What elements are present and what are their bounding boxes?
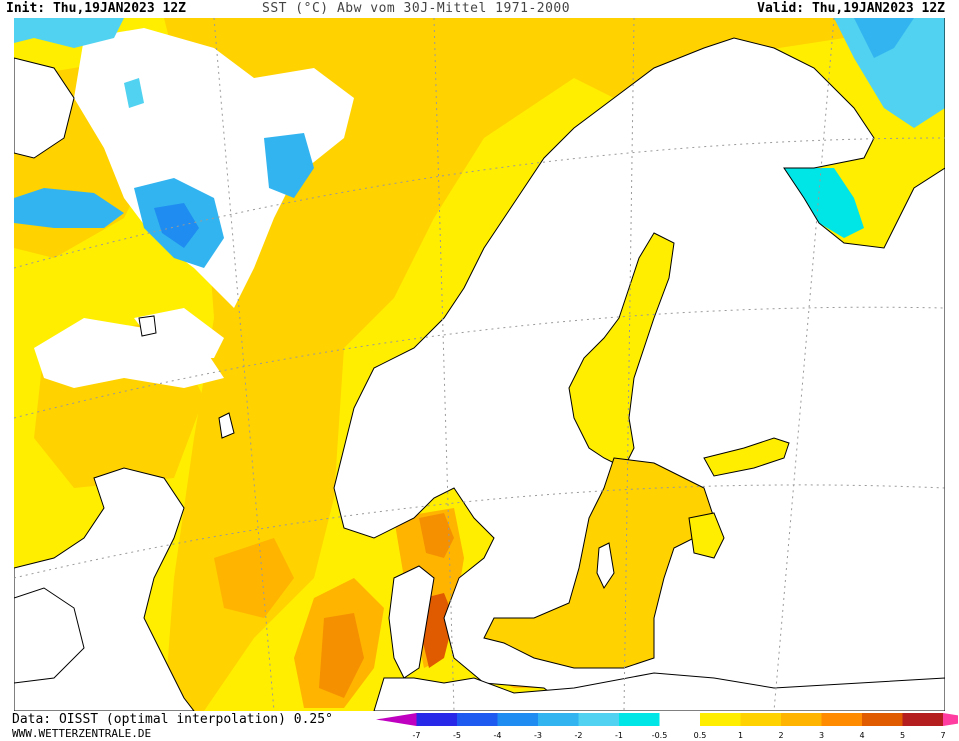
- legend-tick-label: 1: [738, 731, 743, 740]
- legend-tick-label: -2: [575, 731, 583, 740]
- cool-anomaly-barents-northwest: [14, 18, 124, 48]
- legend-swatch: [862, 713, 903, 726]
- legend-tick-label: -5: [453, 731, 461, 740]
- cool-anomaly-greenland-sea: [14, 188, 124, 228]
- data-source-label: Data: OISST (optimal interpolation) 0.25…: [12, 712, 333, 727]
- legend-tick-label: 7: [940, 731, 945, 740]
- land-iceland: [14, 57, 75, 159]
- legend-swatch: [416, 713, 457, 726]
- cool-anomaly-iceland-east-core: [154, 203, 199, 248]
- legend-swatch: [538, 713, 579, 726]
- island-shetland: [218, 412, 235, 439]
- legend-colorbar: -7 -5 -4 -3 -2 -1 -0.5 0.5 1 2 3 4 5 7: [376, 713, 958, 740]
- cool-anomaly-white-sea: [784, 168, 864, 238]
- cool-anomaly-jan-mayen: [264, 133, 314, 198]
- legend-swatch: [821, 713, 862, 726]
- legend-tick-label: 4: [859, 731, 864, 740]
- sea-gulf-of-riga: [688, 512, 725, 559]
- website-label: WWW.WETTERZENTRALE.DE: [12, 727, 152, 740]
- sea-gulf-of-finland: [703, 437, 790, 477]
- cool-anomaly-small-1: [124, 78, 144, 108]
- legend-tick-label: 5: [900, 731, 905, 740]
- legend-tick-label: -7: [413, 731, 421, 740]
- legend-swatch: [578, 713, 619, 726]
- legend-swatch: [619, 713, 660, 726]
- land-continent-south: [373, 672, 945, 711]
- legend-swatch: [781, 713, 822, 726]
- legend-tick-label: 2: [778, 731, 783, 740]
- init-time-label: Init: Thu,19JAN2023 12Z: [6, 1, 187, 16]
- land-scandinavia-finland-russia: [333, 18, 945, 711]
- land-denmark: [388, 565, 435, 679]
- anomaly-3-4-kattegat: [419, 513, 454, 558]
- sea-gulf-of-bothnia: [568, 232, 675, 469]
- legend-tick-label: -4: [494, 731, 502, 740]
- legend-swatch-arrow-low: [376, 713, 417, 726]
- island-gotland: [596, 542, 615, 590]
- island-faroe: [138, 315, 157, 337]
- map-title: SST (°C) Abw vom 30J-Mittel 1971-2000: [262, 1, 571, 16]
- near-normal-sea-mid2: [134, 308, 224, 358]
- legend-swatch: [457, 713, 498, 726]
- legend-swatch: [497, 713, 538, 726]
- land-ireland: [14, 587, 85, 684]
- legend-swatch: [740, 713, 781, 726]
- legend-swatch: [700, 713, 741, 726]
- anomaly-2-3-west: [214, 538, 294, 618]
- near-normal-sea-mid: [34, 318, 224, 388]
- legend-swatch: [902, 713, 943, 726]
- sst-anomaly-map: [14, 18, 945, 711]
- graticule: [14, 18, 945, 711]
- legend-tick-label: -0.5: [652, 731, 668, 740]
- anomaly-3-4-north-sea-south-core: [319, 613, 364, 698]
- header-bar: Init: Thu,19JAN2023 12Z SST (°C) Abw vom…: [0, 0, 959, 18]
- legend-tick-label: -3: [534, 731, 542, 740]
- legend-swatch: [659, 713, 700, 726]
- legend-tick-label: -1: [615, 731, 623, 740]
- legend-tick-label: 3: [819, 731, 824, 740]
- cool-anomaly-barents-east-core: [854, 18, 914, 58]
- valid-time-label: Valid: Thu,19JAN2023 12Z: [757, 1, 945, 16]
- legend-swatch-arrow-high: [943, 713, 958, 726]
- near-normal-sea-north: [74, 28, 354, 308]
- cool-anomaly-barents-east: [834, 18, 945, 128]
- legend-tick-label: 0.5: [694, 731, 707, 740]
